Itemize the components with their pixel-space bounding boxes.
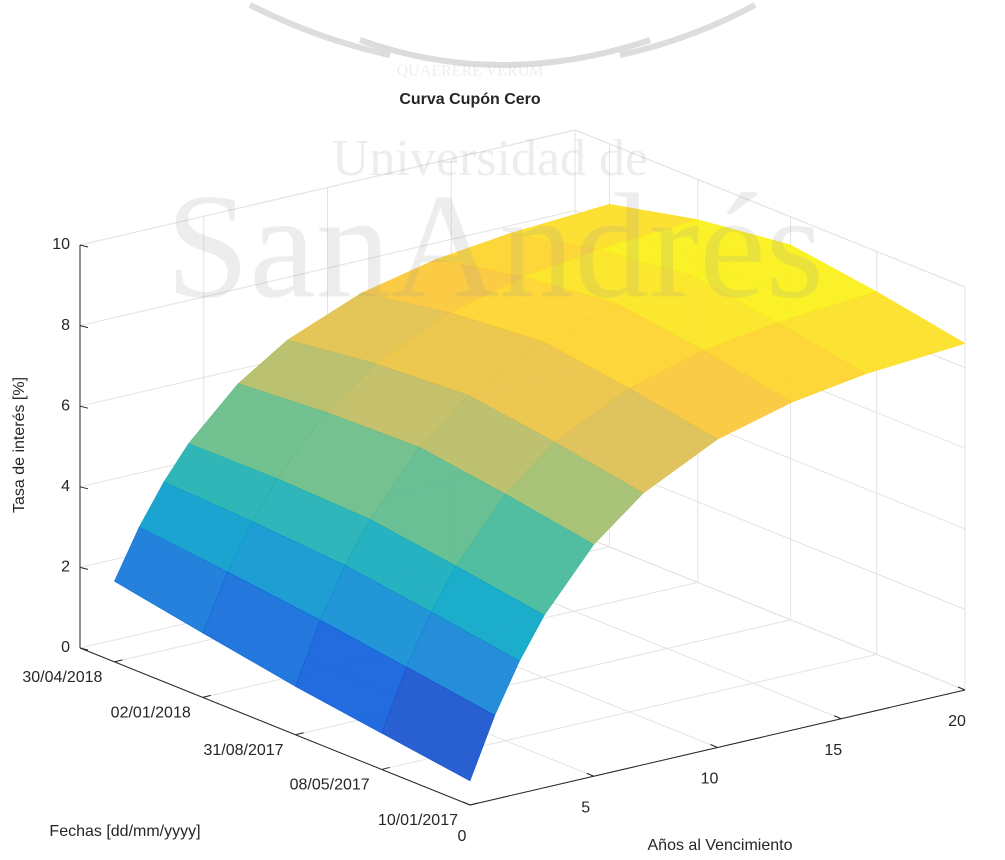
chart-title: Curva Cupón Cero — [399, 91, 541, 108]
x-tick-label: 10 — [701, 771, 719, 788]
z-tick-label: 8 — [61, 317, 70, 334]
watermark: QUAERERE VERUM Universidad de SanAndrés — [166, 5, 824, 329]
z-tick — [80, 406, 88, 408]
y-axis-label: Fechas [dd/mm/yyyy] — [49, 823, 200, 840]
y-tick-label: 02/01/2018 — [111, 705, 191, 722]
x-tick-label: 15 — [824, 742, 842, 759]
y-tick — [382, 767, 390, 769]
x-tick — [834, 716, 841, 719]
y-tick-label: 08/05/2017 — [290, 777, 370, 794]
x-axis-label: Años al Vencimiento — [648, 837, 793, 854]
z-tick-label: 0 — [61, 639, 70, 656]
x-tick-label: 20 — [948, 713, 966, 730]
watermark-main: SanAndrés — [166, 163, 824, 329]
z-tick-label: 10 — [52, 236, 70, 253]
y-tick — [296, 733, 304, 735]
z-axis-label: Tasa de interés [%] — [11, 377, 28, 513]
grid-line — [575, 533, 965, 690]
axis-line — [470, 690, 965, 805]
y-tick — [114, 660, 122, 662]
z-tick-label: 2 — [61, 559, 70, 576]
z-tick — [80, 245, 88, 247]
y-tick-label: 10/01/2017 — [378, 812, 458, 829]
z-tick — [80, 487, 88, 489]
z-tick-label: 4 — [61, 478, 70, 495]
x-tick — [711, 745, 718, 748]
z-tick — [80, 567, 88, 569]
x-tick-label: 0 — [458, 828, 467, 845]
y-tick — [203, 695, 211, 697]
y-tick-label: 30/04/2018 — [22, 669, 102, 686]
x-tick-label: 5 — [581, 799, 590, 816]
y-tick-label: 31/08/2017 — [204, 742, 284, 759]
crest — [250, 5, 755, 65]
z-tick-label: 6 — [61, 397, 70, 414]
watermark-motto: QUAERERE VERUM — [397, 63, 544, 80]
z-tick — [80, 326, 88, 328]
x-tick — [587, 773, 594, 776]
chart: 0 2 4 6 8 10 0 5 10 15 20 10/01/2017 08/05/2017 31/08… — [0, 0, 1005, 860]
x-tick — [958, 687, 965, 690]
